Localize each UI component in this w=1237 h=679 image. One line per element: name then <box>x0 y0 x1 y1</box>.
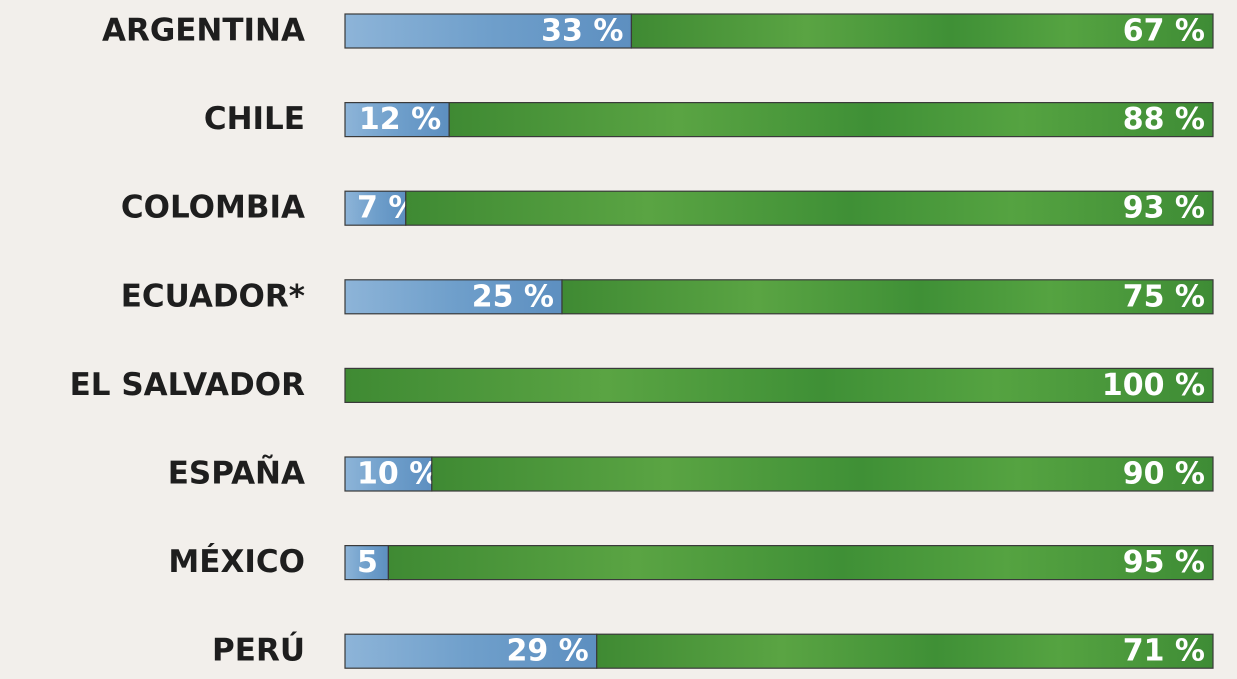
bar-segment <box>596 633 1214 669</box>
bar-segment <box>387 544 1214 581</box>
bar-segment <box>405 190 1214 226</box>
category-label: EL SALVADOR <box>70 367 305 403</box>
value-label: 25 % <box>472 279 554 314</box>
bar-segment <box>344 633 598 669</box>
bar-segment <box>344 456 433 492</box>
bar-segment <box>344 279 563 315</box>
category-label: PERÚ <box>212 632 305 669</box>
category-label: MÉXICO <box>168 544 305 580</box>
bar-segment <box>448 101 1214 138</box>
category-label: ARGENTINA <box>102 13 305 49</box>
value-label: 29 % <box>506 634 588 669</box>
value-label: 90 % <box>1123 457 1205 492</box>
value-label: 12 % <box>359 102 441 137</box>
value-label: 75 % <box>1123 279 1205 314</box>
bar-segment <box>344 13 633 49</box>
value-label: 88 % <box>1123 102 1205 137</box>
value-label: 67 % <box>1123 14 1205 49</box>
category-label: COLOMBIA <box>121 190 305 226</box>
bar-segment <box>431 456 1214 492</box>
value-label: 33 % <box>541 14 623 49</box>
value-label: 10 % <box>357 457 439 492</box>
category-label: ESPAÑA <box>168 455 305 492</box>
bar-segment <box>561 279 1214 315</box>
bar-segment <box>344 101 450 138</box>
value-label: 93 % <box>1123 191 1205 226</box>
value-label: 95 % <box>1123 545 1205 580</box>
category-label: ECUADOR* <box>121 278 305 314</box>
bar-segment <box>630 13 1214 49</box>
value-label: 71 % <box>1123 634 1205 669</box>
value-label: 100 % <box>1102 368 1205 403</box>
bar-segment <box>344 367 1214 403</box>
category-label: CHILE <box>204 101 305 137</box>
